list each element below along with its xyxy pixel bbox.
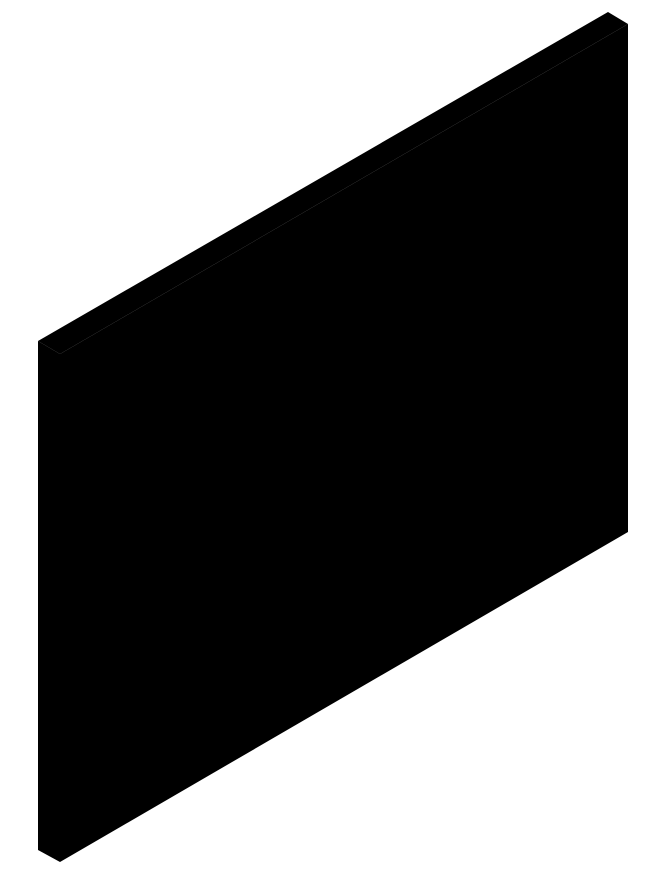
- panel-top-edge: [38, 12, 628, 354]
- panel-side-edge: [38, 341, 60, 862]
- panel-front-face: [60, 24, 628, 862]
